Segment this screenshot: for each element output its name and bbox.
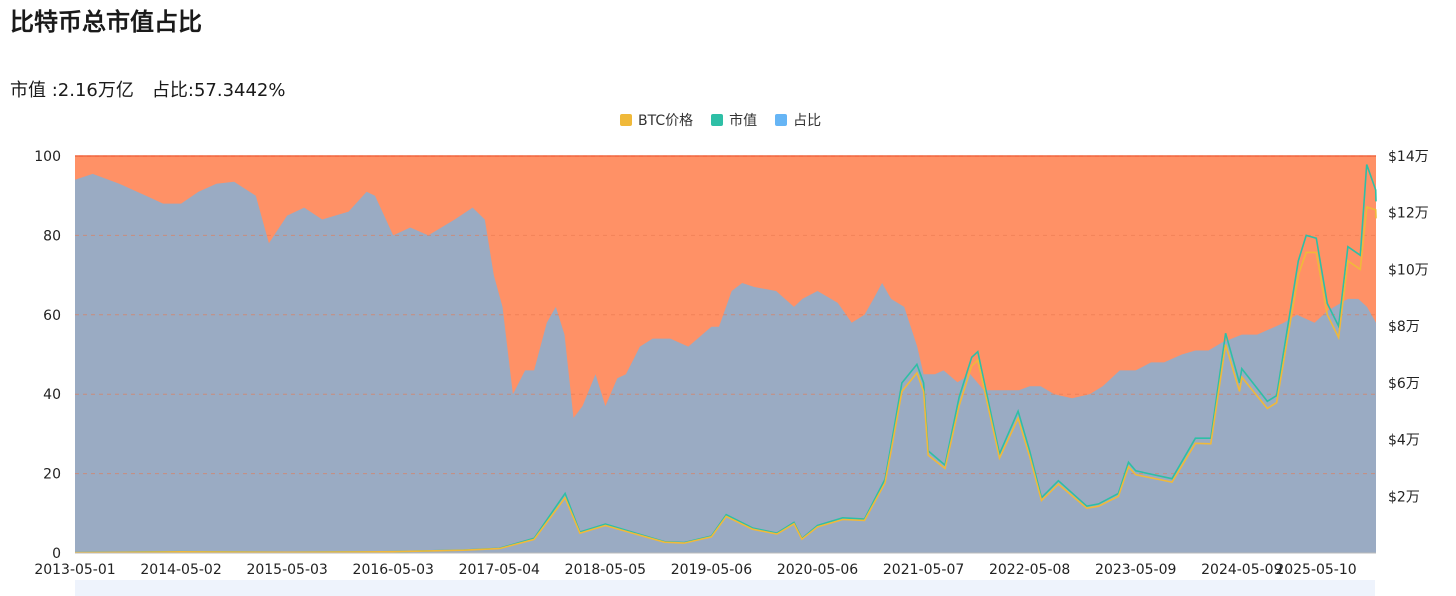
market-cap-value: 2.16万亿 xyxy=(57,80,134,101)
legend-item-market-cap[interactable]: 市值 xyxy=(711,110,757,130)
y-tick-label-right: $6万 xyxy=(1388,376,1420,392)
x-tick-label: 2025-05-10 xyxy=(1275,562,1356,578)
range-slider-track[interactable] xyxy=(75,580,1375,596)
legend-swatch-market-cap xyxy=(711,114,724,126)
x-tick-label: 2017-05-04 xyxy=(459,562,540,578)
x-tick-label: 2022-05-08 xyxy=(989,562,1070,578)
y-tick-label-left: 100 xyxy=(34,149,61,165)
legend-label-share: 占比 xyxy=(793,113,822,129)
y-tick-label-left: 20 xyxy=(43,467,61,483)
market-cap-label: 市值 : xyxy=(10,80,58,101)
y-tick-label-left: 0 xyxy=(52,546,61,562)
y-tick-label-left: 40 xyxy=(43,387,61,403)
legend-swatch-price xyxy=(620,114,632,126)
chart-legend: BTC价格 市值 占比 xyxy=(620,110,821,130)
x-tick-label: 2013-05-01 xyxy=(34,562,115,578)
share-label: 占比: xyxy=(151,80,194,101)
y-tick-label-right: $12万 xyxy=(1388,206,1429,222)
y-tick-label-right: $10万 xyxy=(1388,262,1429,278)
chart-title: 比特币总市值占比 xyxy=(10,8,202,36)
y-tick-label-left: 60 xyxy=(43,308,61,324)
legend-label-price: BTC价格 xyxy=(638,113,694,129)
legend-label-market-cap: 市值 xyxy=(729,113,758,129)
y-tick-label-right: $2万 xyxy=(1388,489,1420,505)
legend-item-price[interactable]: BTC价格 xyxy=(620,110,693,130)
x-tick-label: 2014-05-02 xyxy=(140,562,221,578)
x-tick-label: 2016-05-03 xyxy=(353,562,434,578)
y-tick-label-right: $4万 xyxy=(1388,433,1420,449)
legend-item-share[interactable]: 占比 xyxy=(775,110,821,130)
x-tick-label: 2015-05-03 xyxy=(246,562,327,578)
series-line-btc-price[interactable] xyxy=(74,205,1377,554)
dominance-chart[interactable]: 0 20 40 60 80 100 $2万 $4万 $6万 $8万 $10万 $12万 $14万 2013… xyxy=(0,140,1456,580)
series-area-share[interactable] xyxy=(75,173,1376,553)
x-tick-label: 2021-05-07 xyxy=(883,562,964,578)
legend-swatch-share xyxy=(775,114,788,126)
share-value: 57.3442% xyxy=(193,80,286,101)
summary-line: 市值 :2.16万亿 占比:57.3442% xyxy=(10,76,286,102)
x-tick-label: 2018-05-05 xyxy=(565,562,646,578)
y-tick-label-right: $8万 xyxy=(1388,319,1420,335)
x-tick-label: 2024-05-09 xyxy=(1201,562,1282,578)
x-tick-label: 2023-05-09 xyxy=(1095,562,1176,578)
y-tick-label-left: 80 xyxy=(43,228,61,244)
x-tick-label: 2020-05-06 xyxy=(777,562,858,578)
y-tick-label-right: $14万 xyxy=(1388,149,1429,165)
x-tick-label: 2019-05-06 xyxy=(671,562,752,578)
